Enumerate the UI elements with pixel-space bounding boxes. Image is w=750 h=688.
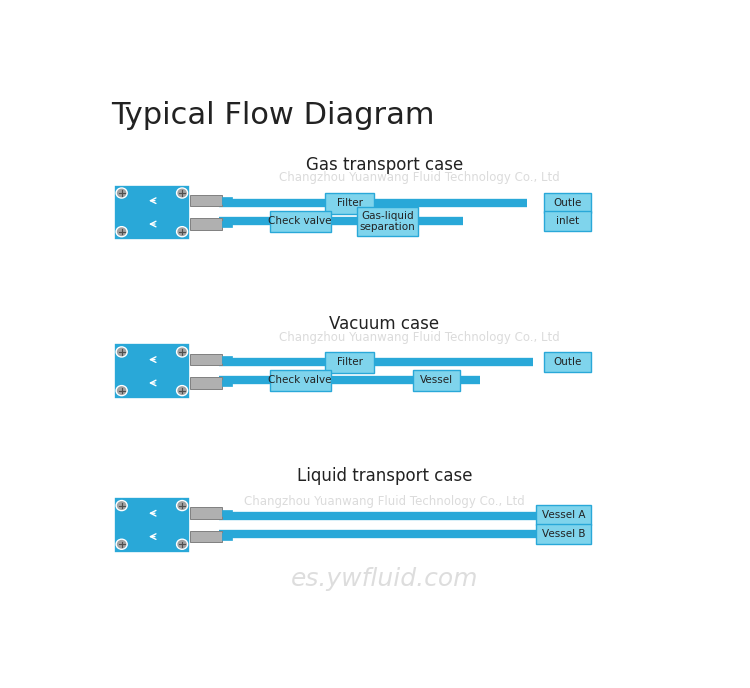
FancyBboxPatch shape bbox=[190, 377, 222, 389]
FancyBboxPatch shape bbox=[190, 508, 222, 519]
FancyBboxPatch shape bbox=[544, 193, 591, 213]
Text: Gas transport case: Gas transport case bbox=[306, 155, 463, 173]
Text: Changzhou Yuanwang Fluid Technology Co., Ltd: Changzhou Yuanwang Fluid Technology Co.,… bbox=[244, 495, 525, 508]
FancyBboxPatch shape bbox=[222, 380, 232, 386]
Circle shape bbox=[118, 228, 126, 235]
FancyBboxPatch shape bbox=[413, 369, 460, 391]
Text: Vessel: Vessel bbox=[420, 375, 453, 385]
Circle shape bbox=[116, 347, 128, 357]
FancyBboxPatch shape bbox=[536, 524, 591, 544]
Circle shape bbox=[178, 228, 186, 235]
FancyBboxPatch shape bbox=[325, 193, 374, 214]
Text: es.ywfluid.com: es.ywfluid.com bbox=[291, 568, 478, 592]
Text: Outle: Outle bbox=[554, 198, 582, 208]
FancyBboxPatch shape bbox=[190, 218, 222, 230]
Circle shape bbox=[178, 502, 186, 509]
FancyBboxPatch shape bbox=[190, 195, 222, 206]
Circle shape bbox=[176, 226, 188, 237]
Text: Outle: Outle bbox=[554, 357, 582, 367]
Circle shape bbox=[116, 385, 128, 396]
FancyBboxPatch shape bbox=[114, 497, 190, 552]
Text: Vessel B: Vessel B bbox=[542, 529, 585, 539]
Circle shape bbox=[116, 539, 128, 549]
Text: Vacuum case: Vacuum case bbox=[329, 314, 440, 332]
FancyBboxPatch shape bbox=[222, 221, 232, 227]
Circle shape bbox=[118, 387, 126, 394]
FancyBboxPatch shape bbox=[190, 354, 222, 365]
FancyBboxPatch shape bbox=[222, 510, 232, 517]
Text: Filter: Filter bbox=[337, 198, 362, 208]
FancyBboxPatch shape bbox=[114, 184, 190, 240]
Circle shape bbox=[178, 348, 186, 356]
Circle shape bbox=[176, 385, 188, 396]
Text: Gas-liquid
separation: Gas-liquid separation bbox=[359, 211, 416, 232]
Circle shape bbox=[176, 347, 188, 357]
Circle shape bbox=[176, 501, 188, 510]
FancyBboxPatch shape bbox=[190, 530, 222, 542]
Text: Typical Flow Diagram: Typical Flow Diagram bbox=[111, 101, 435, 130]
Text: Liquid transport case: Liquid transport case bbox=[296, 466, 472, 484]
FancyBboxPatch shape bbox=[114, 343, 190, 399]
FancyBboxPatch shape bbox=[269, 211, 331, 232]
Circle shape bbox=[178, 387, 186, 394]
Text: Changzhou Yuanwang Fluid Technology Co., Ltd: Changzhou Yuanwang Fluid Technology Co.,… bbox=[279, 171, 560, 184]
Circle shape bbox=[116, 226, 128, 237]
Text: Check valve: Check valve bbox=[268, 216, 332, 226]
Circle shape bbox=[176, 188, 188, 198]
FancyBboxPatch shape bbox=[544, 211, 591, 231]
FancyBboxPatch shape bbox=[325, 352, 374, 373]
FancyBboxPatch shape bbox=[536, 505, 591, 525]
Text: Changzhou Yuanwang Fluid Technology Co., Ltd: Changzhou Yuanwang Fluid Technology Co.,… bbox=[279, 332, 560, 345]
Circle shape bbox=[178, 189, 186, 197]
FancyBboxPatch shape bbox=[269, 369, 331, 391]
Circle shape bbox=[178, 541, 186, 548]
Text: Vessel A: Vessel A bbox=[542, 510, 585, 520]
FancyBboxPatch shape bbox=[222, 533, 232, 540]
Circle shape bbox=[116, 501, 128, 510]
Text: inlet: inlet bbox=[556, 216, 579, 226]
Circle shape bbox=[118, 502, 126, 509]
Text: Check valve: Check valve bbox=[268, 375, 332, 385]
Circle shape bbox=[118, 189, 126, 197]
FancyBboxPatch shape bbox=[544, 352, 591, 372]
Circle shape bbox=[118, 541, 126, 548]
FancyBboxPatch shape bbox=[222, 197, 232, 204]
FancyBboxPatch shape bbox=[357, 207, 418, 236]
Circle shape bbox=[118, 348, 126, 356]
Circle shape bbox=[176, 539, 188, 549]
FancyBboxPatch shape bbox=[222, 356, 232, 363]
Circle shape bbox=[116, 188, 128, 198]
Text: Filter: Filter bbox=[337, 357, 362, 367]
